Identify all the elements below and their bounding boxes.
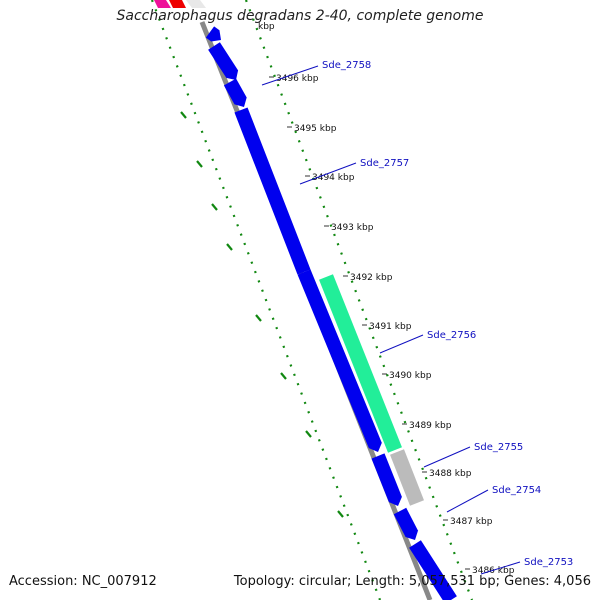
genome-summary-text: Topology: circular; Length: 5,057,531 bp… (233, 574, 591, 589)
gene-label: Sde_2755 (474, 442, 523, 453)
gc-dash (255, 314, 262, 322)
inner-tick-line (244, 0, 474, 601)
gene-label-track: Sde_2758 Sde_2757 Sde_2756 Sde_2755 Sde_2754… (261, 60, 573, 575)
gc-dash (196, 160, 203, 168)
gc-dash (211, 203, 218, 211)
gene-label: Sde_2753 (524, 557, 573, 568)
gene-label: Sde_2757 (360, 158, 409, 169)
gene-leader-line (423, 446, 471, 468)
cds-arrow (205, 26, 221, 42)
gene-leader-line (261, 65, 319, 86)
feature-track (154, 0, 457, 604)
scale-track: 3496 kbp 3495 kbp 3494 kbp 3493 kbp 3492 kbp… (258, 22, 515, 576)
cds-arrow (393, 507, 419, 540)
scale-label: 3488 kbp (429, 469, 472, 479)
gc-dash (280, 372, 287, 380)
scale-label: 3491 kbp (369, 322, 412, 332)
scale-label: 3489 kbp (409, 421, 452, 431)
cds-arrow (208, 42, 239, 80)
cds-arrow (223, 78, 247, 107)
scale-label: 3487 kbp (450, 517, 493, 527)
scale-label: 3493 kbp (331, 223, 374, 233)
outer-tick-line (150, 0, 382, 601)
gc-dash (305, 430, 312, 438)
gc-dash (226, 243, 233, 251)
gene-leader-line (379, 334, 424, 354)
gc-dash (337, 510, 344, 518)
scale-label: 3494 kbp (312, 173, 355, 183)
gene-label: Sde_2754 (492, 485, 541, 496)
scale-label-partial: kbp (258, 22, 275, 32)
cds-arrow (234, 107, 311, 275)
gene-leader-line (480, 561, 521, 575)
scale-label: 3486 kbp (472, 566, 515, 576)
scale-label: 3496 kbp (276, 74, 319, 84)
gene-feature-gray (390, 449, 424, 506)
gene-label: Sde_2756 (427, 330, 476, 341)
gene-feature-red (169, 0, 186, 8)
gc-tick-track (150, 0, 474, 601)
cds-arrow (371, 453, 402, 506)
gene-leader-line (446, 489, 489, 513)
cds-arrow (409, 540, 457, 604)
scale-label: 3490 kbp (389, 371, 432, 381)
cds-arrow (297, 269, 382, 452)
gene-leader-line (299, 162, 357, 185)
map-title: Saccharophagus degradans 2-40, complete … (116, 8, 484, 24)
scale-label: 3495 kbp (294, 124, 337, 134)
gc-dash (180, 111, 187, 119)
gene-feature-pink (154, 0, 171, 8)
gene-feature-white (186, 0, 206, 8)
gene-label: Sde_2758 (322, 60, 371, 71)
scale-label: 3492 kbp (350, 273, 393, 283)
accession-text: Accession: NC_007912 (9, 574, 157, 589)
gene-feature-highlight (319, 274, 402, 453)
